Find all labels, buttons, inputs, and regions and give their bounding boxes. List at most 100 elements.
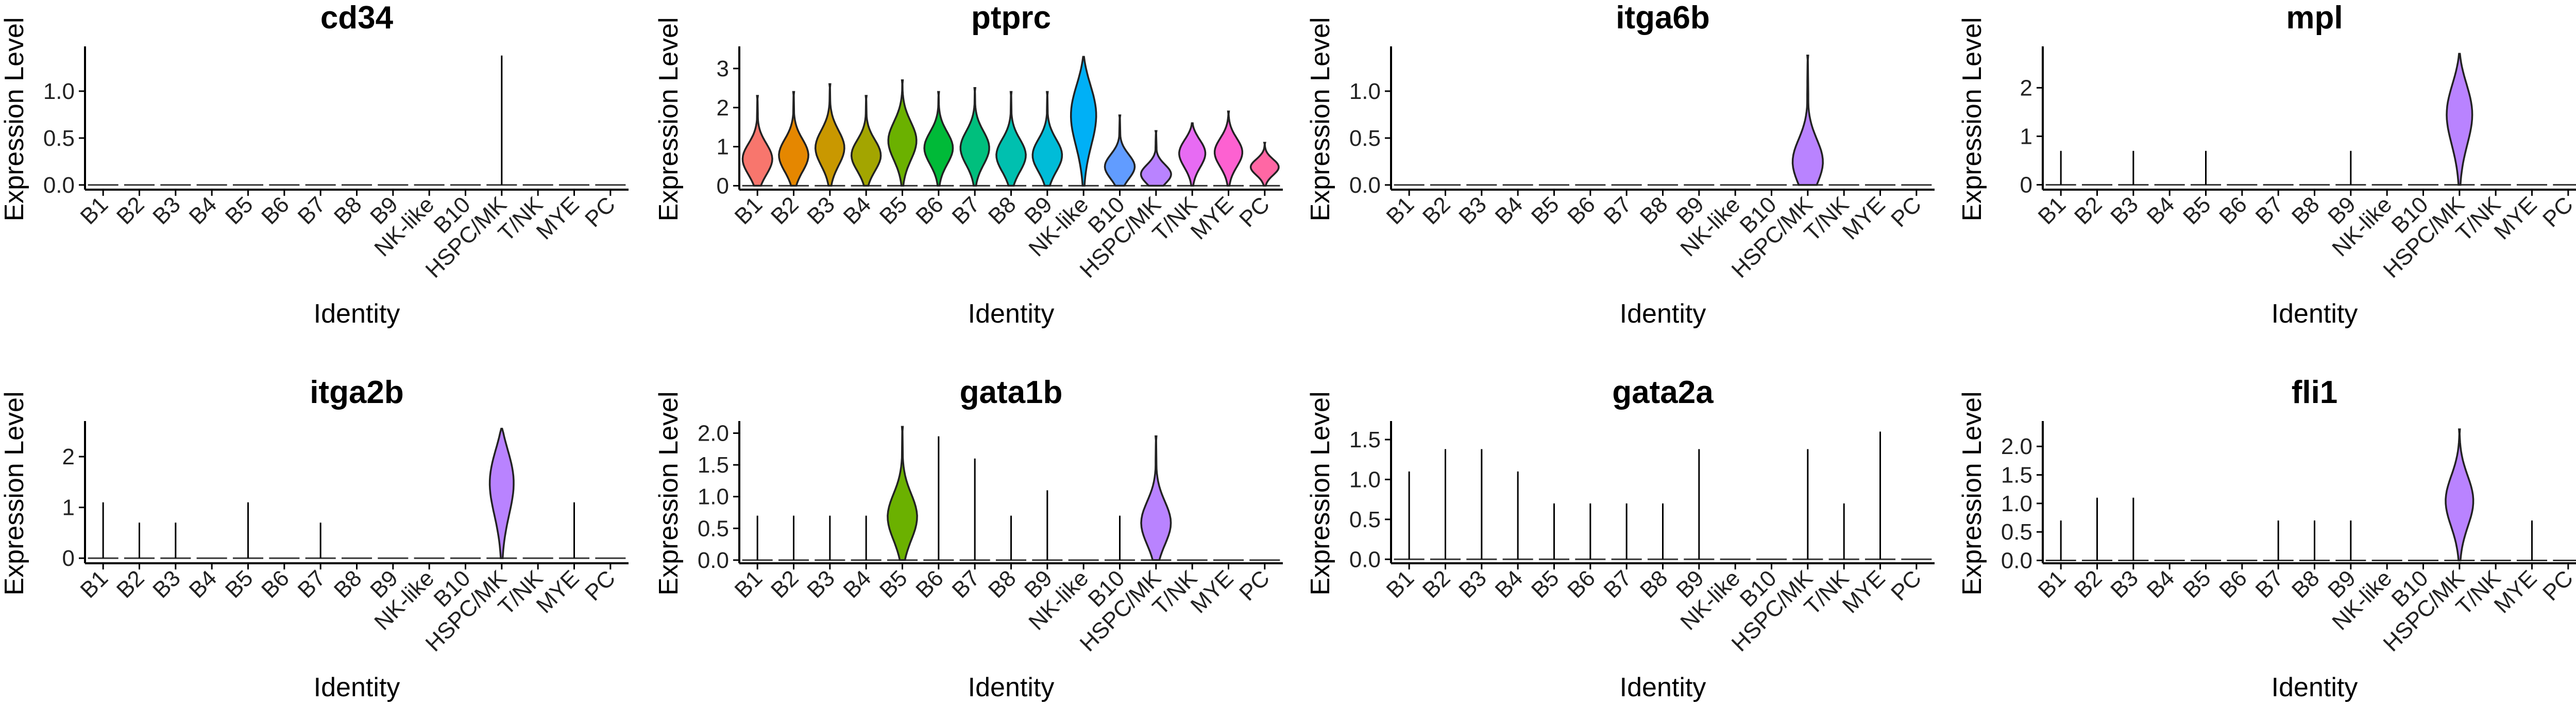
- panel-fli1-ytick-label: 1.5: [2001, 463, 2032, 488]
- panel-itga2b: itga2b 0 1 2 Expression Level B1B2B3B4B5B6B7B…: [0, 375, 629, 702]
- panel-itga6b-xtick-label: MYE: [1837, 192, 1890, 244]
- panel-mpl-xtick-label: MYE: [2489, 192, 2541, 244]
- panel-ptprc-violin-b1: [741, 95, 773, 187]
- panel-ptprc-violin-hspc-mk: [1140, 130, 1172, 187]
- panel-mpl-ytick-label: 0: [2020, 173, 2032, 198]
- panel-mpl-xtick-label: PC: [2538, 192, 2576, 232]
- panel-cd34-xtick-label: B4: [184, 192, 222, 229]
- panel-gata1b-ytick-label: 1.0: [698, 484, 729, 510]
- panel-itga6b-xtick-label: PC: [1886, 192, 1926, 232]
- panel-itga2b-xtick-label: MYE: [531, 565, 584, 618]
- panel-ptprc-ytick-label: 1: [717, 135, 729, 160]
- panel-fli1-ytick-label: 2.0: [2001, 434, 2032, 459]
- panel-gata2a-xtick-label: B2: [1418, 565, 1455, 603]
- panel-gata2a-xtick-label: B4: [1490, 565, 1528, 603]
- panel-gata2a: gata2a 0.0 0.5 1.0 1.5 Expression Level B1B2B3…: [1306, 375, 1935, 702]
- panel-ptprc-violin-b6: [923, 91, 954, 187]
- panel-gata2a-xlabel: Identity: [1620, 673, 1706, 702]
- panel-cd34-ytick-label: 1.0: [43, 79, 75, 104]
- panel-mpl-xtick-label: B4: [2142, 192, 2180, 229]
- panel-mpl-title: mpl: [2286, 0, 2343, 36]
- panel-fli1-xtick-label: B3: [2106, 565, 2143, 603]
- panel-ptprc-violin-b3: [814, 83, 845, 187]
- panel-ptprc-xtick-label: MYE: [1185, 192, 1238, 244]
- panel-cd34-xtick-label: B3: [148, 192, 185, 229]
- panel-cd34-xtick-label: B7: [293, 192, 331, 229]
- panel-fli1-xtick-label: B1: [2033, 565, 2071, 603]
- panel-itga6b-xtick-label: B2: [1418, 192, 1455, 229]
- panel-gata1b-ytick-label: 0.5: [698, 516, 729, 541]
- panel-mpl-xlabel: Identity: [2272, 299, 2358, 329]
- panel-mpl-xtick-label: B3: [2106, 192, 2143, 229]
- panel-cd34-ylabel: Expression Level: [0, 18, 29, 222]
- panel-fli1-xtick-label: B4: [2142, 565, 2180, 603]
- panel-cd34-xtick-label: B5: [221, 192, 258, 229]
- panel-gata1b-xtick-label: B4: [839, 565, 876, 603]
- panel-gata1b-xtick-label: B1: [730, 565, 768, 603]
- panel-fli1-ytick-label: 0.0: [2001, 548, 2032, 573]
- panel-itga2b-ytick-label: 0: [62, 546, 75, 571]
- panel-fli1-xtick-label: B6: [2214, 565, 2252, 603]
- panel-fli1-xtick-label: PC: [2538, 565, 2576, 606]
- panel-itga6b-title: itga6b: [1616, 0, 1710, 36]
- panel-cd34-ytick-label: 0.5: [43, 126, 75, 151]
- panel-ptprc-ytick-label: 3: [717, 56, 729, 81]
- panel-gata2a-xtick-label: B6: [1563, 565, 1600, 603]
- panel-ptprc-violin-nk-like: [1070, 56, 1097, 187]
- panel-fli1-ylabel: Expression Level: [1957, 392, 1987, 596]
- panel-itga6b-xtick-label: B4: [1490, 192, 1528, 229]
- panel-itga6b-xtick-label: B1: [1382, 192, 1419, 229]
- panel-ptprc-violin-b8: [995, 91, 1027, 187]
- panel-fli1-xtick-label: B2: [2070, 565, 2107, 603]
- panel-gata1b-ytick-label: 0.0: [698, 548, 729, 573]
- panel-itga2b-xtick-label: B8: [329, 565, 367, 603]
- panel-gata2a-ytick-label: 1.5: [1349, 427, 1381, 452]
- panel-ptprc: ptprc 0 1 2 3 Expression Level B1B2B3B4B5B6B7B…: [654, 0, 1283, 329]
- panel-cd34-xtick-label: B2: [112, 192, 149, 229]
- panel-ptprc-violin-pc: [1249, 142, 1280, 187]
- panel-gata2a-title: gata2a: [1612, 375, 1714, 410]
- panel-itga6b-ytick-label: 0.0: [1349, 173, 1381, 198]
- panel-itga6b-ytick-label: 1.0: [1349, 79, 1381, 104]
- panel-itga2b-ylabel: Expression Level: [0, 392, 29, 596]
- panel-fli1-title: fli1: [2292, 375, 2338, 410]
- panel-ptprc-violin-b10: [1104, 114, 1136, 187]
- panel-ptprc-xtick-label: B3: [802, 192, 840, 229]
- panel-fli1-xtick-label: B7: [2251, 565, 2289, 603]
- panel-mpl-ytick-label: 2: [2020, 75, 2032, 100]
- panel-fli1-xtick-label: MYE: [2489, 565, 2541, 618]
- panel-cd34-xtick-label: B1: [76, 192, 113, 229]
- panel-ptprc-xtick-label: B2: [766, 192, 804, 229]
- panel-ptprc-xtick-label: B7: [947, 192, 985, 229]
- panel-itga2b-xtick-label: B7: [293, 565, 331, 603]
- panel-ptprc-ylabel: Expression Level: [654, 18, 684, 222]
- panel-ptprc-ytick-label: 2: [717, 95, 729, 121]
- panel-gata2a-xtick-label: B8: [1635, 565, 1673, 603]
- panel-mpl-ytick-label: 1: [2020, 124, 2032, 149]
- panel-gata2a-ylabel: Expression Level: [1306, 392, 1335, 596]
- panel-cd34-xlabel: Identity: [314, 299, 400, 329]
- panel-itga6b-xtick-label: B7: [1599, 192, 1637, 229]
- panel-ptprc-xlabel: Identity: [968, 299, 1055, 329]
- panel-mpl-xtick-label: B8: [2287, 192, 2325, 229]
- panel-fli1-xlabel: Identity: [2272, 673, 2358, 702]
- panel-itga2b-xtick-label: B3: [148, 565, 185, 603]
- panel-ptprc-violin-b5: [887, 79, 918, 187]
- panel-ptprc-title: ptprc: [971, 0, 1051, 36]
- panel-itga2b-xtick-label: B2: [112, 565, 149, 603]
- panel-itga6b-ylabel: Expression Level: [1306, 18, 1335, 222]
- panel-gata2a-xtick-label: B3: [1454, 565, 1492, 603]
- panel-gata2a-xtick-label: B5: [1527, 565, 1564, 603]
- panel-mpl-violin-hspc-mk: [2446, 53, 2473, 186]
- panel-ptprc-violin-b2: [778, 91, 809, 187]
- panel-mpl-xtick-label: B6: [2214, 192, 2252, 229]
- panel-ptprc-ytick-label: 0: [717, 173, 729, 198]
- panel-gata1b-xtick-label: B7: [947, 565, 985, 603]
- panel-itga2b-ytick-label: 2: [62, 444, 75, 469]
- panel-fli1-ytick-label: 0.5: [2001, 519, 2032, 545]
